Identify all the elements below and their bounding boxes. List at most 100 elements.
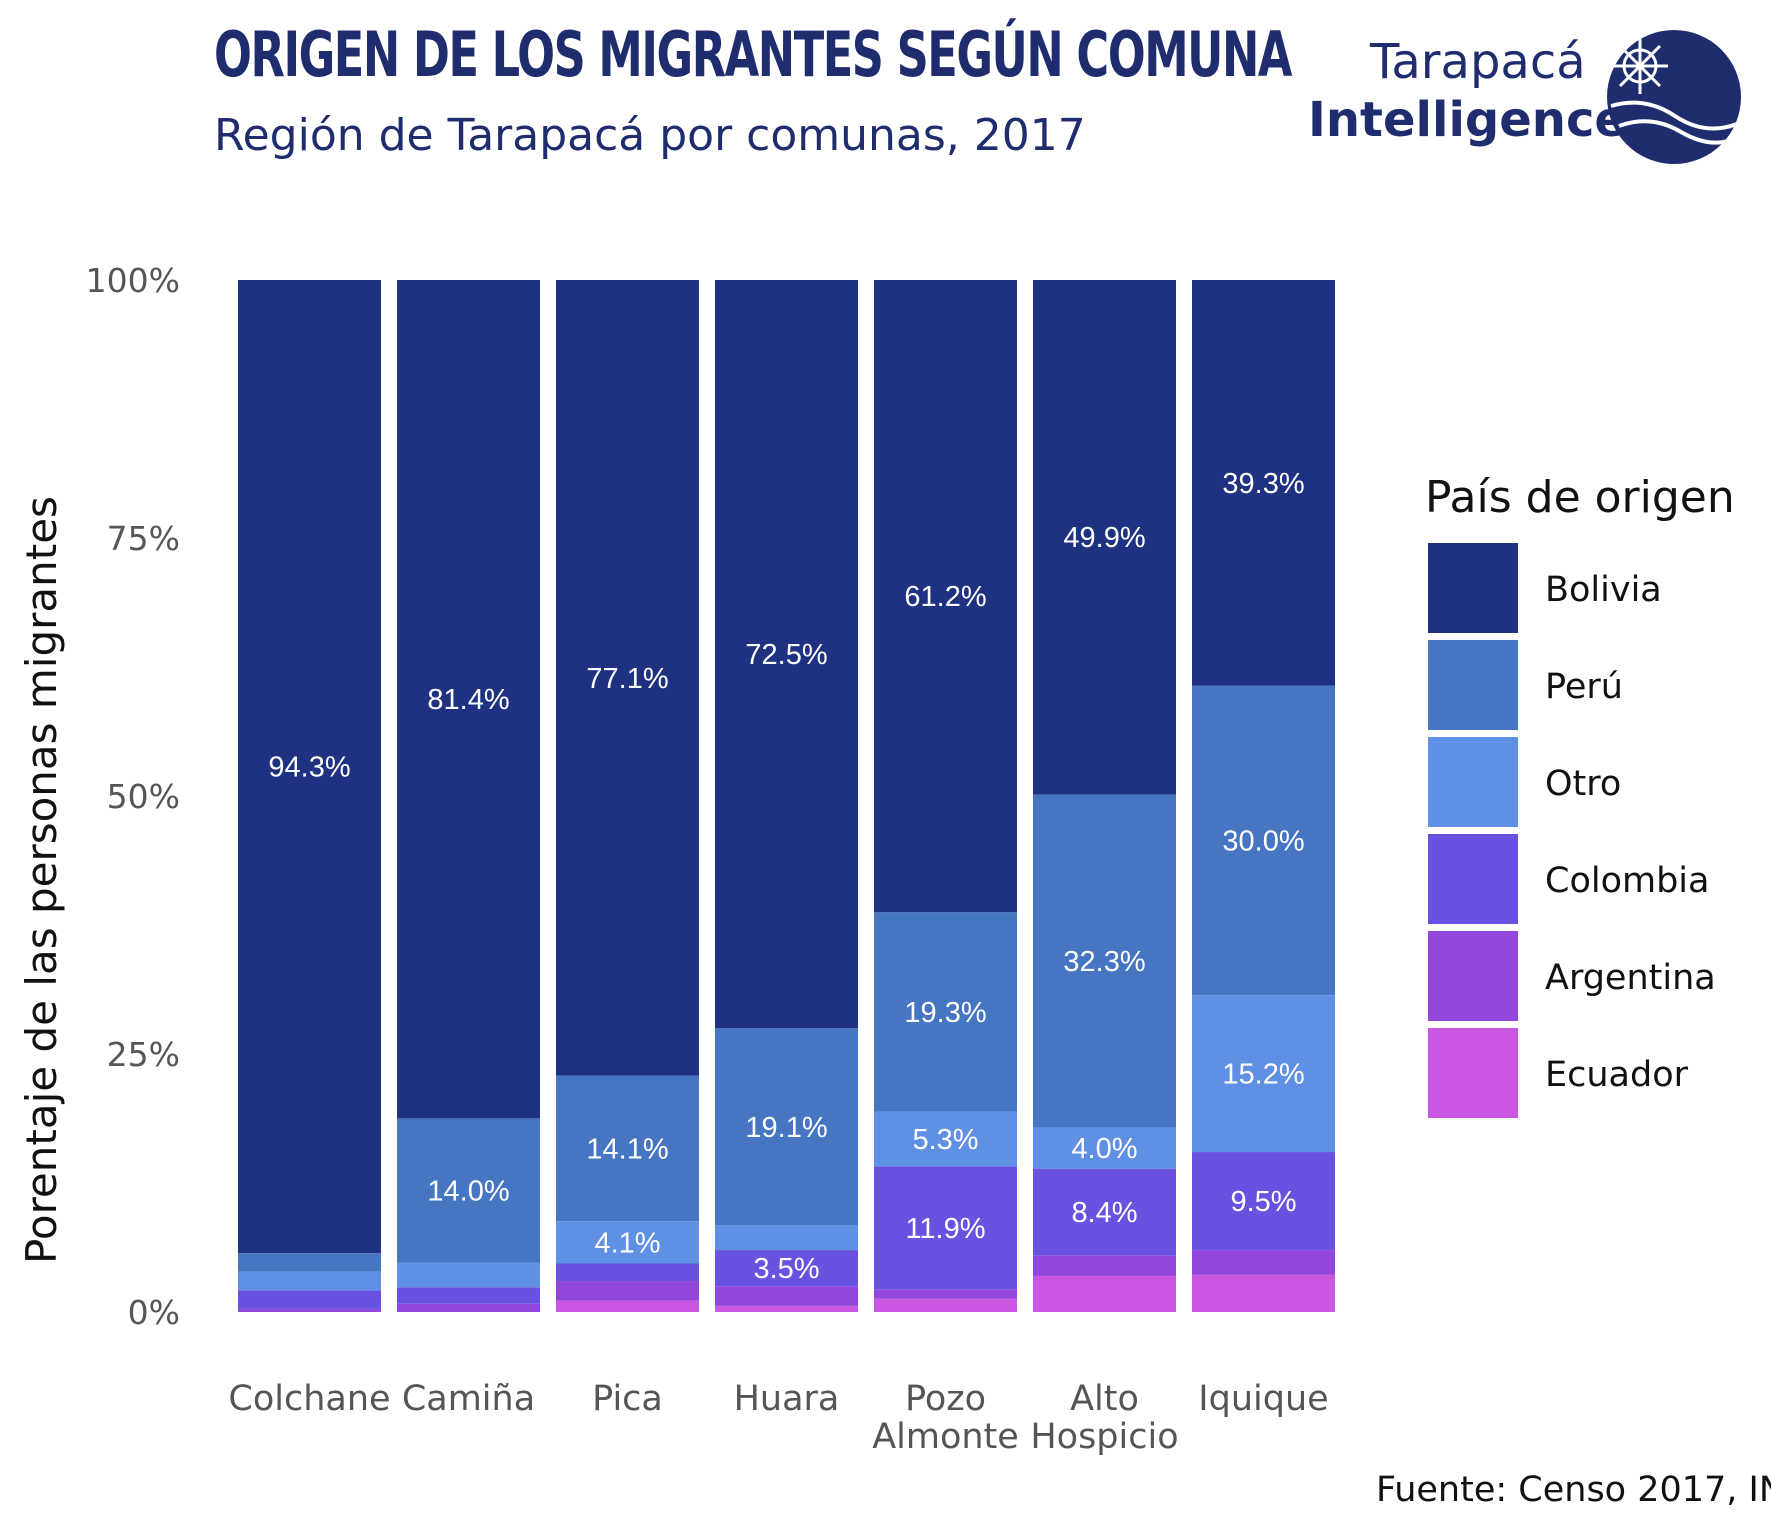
data-label-pica-bolivia: 77.1% xyxy=(586,663,668,695)
bar-huara-peru xyxy=(715,1028,858,1226)
bar-pica-otro xyxy=(556,1221,699,1264)
bar-iquique-argentina xyxy=(1192,1250,1335,1275)
x-tick-label: Camiña xyxy=(402,1379,535,1419)
bar-pica-ecuador xyxy=(556,1300,699,1312)
y-axis-ticks: 0% 25% 50% 75% 100% xyxy=(86,261,180,1332)
bar-pica-argentina xyxy=(556,1281,699,1301)
bar-pozo-almonte-peru xyxy=(874,912,1017,1112)
bar-pozo-almonte-bolivia xyxy=(874,280,1017,913)
data-label-huara-colombia: 3.5% xyxy=(753,1253,819,1285)
data-label-alto-hospicio-colombia: 8.4% xyxy=(1071,1197,1137,1229)
bar-huara-bolivia xyxy=(715,280,858,1029)
data-label-pozo-almonte-bolivia: 61.2% xyxy=(904,581,986,613)
bar-alto-hospicio-peru xyxy=(1033,794,1176,1128)
bar-huara-argentina xyxy=(715,1286,858,1306)
y-tick-label: 25% xyxy=(107,1035,180,1074)
bars xyxy=(238,280,1335,1312)
bar-camina-peru xyxy=(397,1118,540,1263)
bar-camina-otro xyxy=(397,1262,540,1288)
legend-item-colombia: Colombia xyxy=(1545,861,1709,901)
bar-huara-colombia xyxy=(715,1250,858,1287)
legend-item-otro: Otro xyxy=(1545,764,1621,804)
legend-swatch-colombia xyxy=(1428,834,1518,924)
data-label-iquique-bolivia: 39.3% xyxy=(1222,468,1304,500)
legend-swatch-bolivia xyxy=(1428,543,1518,633)
bar-pica-colombia xyxy=(556,1263,699,1282)
bar-colchane-bolivia xyxy=(238,280,381,1254)
data-label-colchane-bolivia: 94.3% xyxy=(268,752,350,784)
bar-camina-bolivia xyxy=(397,280,540,1119)
data-label-iquique-colombia: 9.5% xyxy=(1230,1186,1296,1218)
logo-text-line1: Tarapacá xyxy=(1370,34,1586,90)
x-tick-label: Hospicio xyxy=(1030,1417,1178,1457)
bar-pozo-almonte-argentina xyxy=(874,1289,1017,1299)
bar-alto-hospicio-bolivia xyxy=(1033,280,1176,795)
bar-colchane-argentina xyxy=(238,1308,381,1312)
x-tick-label: Pozo xyxy=(905,1379,986,1419)
legend-swatch-otro xyxy=(1428,737,1518,827)
legend-swatch-argentina xyxy=(1428,931,1518,1021)
y-axis-label: Porentaje de las personas migrantes xyxy=(17,496,66,1264)
legend: País de origen Bolivia Perú Otro Colombia Ar… xyxy=(1425,472,1735,1118)
x-tick-label: Pica xyxy=(592,1379,663,1419)
bar-iquique-bolivia xyxy=(1192,280,1335,686)
bar-alto-hospicio-otro xyxy=(1033,1127,1176,1169)
bar-pozo-almonte-otro xyxy=(874,1111,1017,1167)
legend-item-peru: Perú xyxy=(1545,667,1623,707)
chart-subtitle: Región de Tarapacá por comunas, 2017 xyxy=(214,110,1086,161)
x-tick-label: Alto xyxy=(1070,1379,1139,1419)
data-label-alto-hospicio-otro: 4.0% xyxy=(1071,1133,1137,1165)
bar-pica-bolivia xyxy=(556,280,699,1076)
chart-title: ORIGEN DE LOS MIGRANTES SEGÚN COMUNA xyxy=(214,18,1292,91)
bar-iquique-colombia xyxy=(1192,1152,1335,1251)
bar-colchane-otro xyxy=(238,1271,381,1291)
bar-iquique-otro xyxy=(1192,995,1335,1153)
data-label-alto-hospicio-peru: 32.3% xyxy=(1063,946,1145,978)
data-label-pica-otro: 4.1% xyxy=(594,1227,660,1259)
legend-swatch-peru xyxy=(1428,640,1518,730)
bar-colchane-colombia xyxy=(238,1290,381,1309)
bar-alto-hospicio-ecuador xyxy=(1033,1275,1176,1312)
y-tick-label: 100% xyxy=(86,261,180,300)
x-tick-label: Iquique xyxy=(1198,1379,1328,1419)
logo-text-line2: Intelligence xyxy=(1308,92,1627,148)
bar-pica-peru xyxy=(556,1075,699,1222)
bar-pozo-almonte-ecuador xyxy=(874,1298,1017,1312)
bar-iquique-ecuador xyxy=(1192,1274,1335,1312)
data-label-pozo-almonte-peru: 19.3% xyxy=(904,997,986,1029)
data-label-pica-peru: 14.1% xyxy=(586,1133,668,1165)
data-label-pozo-almonte-otro: 5.3% xyxy=(912,1124,978,1156)
y-tick-label: 0% xyxy=(128,1293,180,1332)
bar-alto-hospicio-argentina xyxy=(1033,1255,1176,1276)
data-labels: 94.3% 14.0% 81.4% 4.1% 14.1% 77.1% 3.5% 19.1% 72… xyxy=(268,468,1304,1285)
bar-iquique-peru xyxy=(1192,685,1335,996)
bar-pozo-almonte-colombia xyxy=(874,1166,1017,1290)
bar-camina-colombia xyxy=(397,1287,540,1304)
logo-globe-icon xyxy=(1607,30,1741,164)
x-tick-label: Colchane xyxy=(228,1379,390,1419)
legend-item-argentina: Argentina xyxy=(1545,958,1716,998)
legend-item-ecuador: Ecuador xyxy=(1545,1055,1689,1095)
bar-huara-otro xyxy=(715,1225,858,1251)
y-tick-label: 50% xyxy=(107,777,180,816)
data-label-iquique-otro: 15.2% xyxy=(1222,1059,1304,1091)
data-label-iquique-peru: 30.0% xyxy=(1222,825,1304,857)
legend-swatch-ecuador xyxy=(1428,1028,1518,1118)
data-label-camina-peru: 14.0% xyxy=(427,1175,509,1207)
data-label-huara-peru: 19.1% xyxy=(745,1112,827,1144)
bar-huara-ecuador xyxy=(715,1305,858,1312)
y-tick-label: 75% xyxy=(107,519,180,558)
x-tick-label: Huara xyxy=(734,1379,840,1419)
x-tick-label: Almonte xyxy=(872,1417,1019,1457)
data-label-huara-bolivia: 72.5% xyxy=(745,639,827,671)
bar-camina-argentina xyxy=(397,1303,540,1312)
legend-item-bolivia: Bolivia xyxy=(1545,570,1662,610)
legend-title: País de origen xyxy=(1425,472,1735,523)
data-label-camina-bolivia: 81.4% xyxy=(427,684,509,716)
bar-alto-hospicio-colombia xyxy=(1033,1168,1176,1256)
source-note: Fuente: Censo 2017, IN xyxy=(1376,1470,1771,1510)
bar-colchane-peru xyxy=(238,1253,381,1272)
